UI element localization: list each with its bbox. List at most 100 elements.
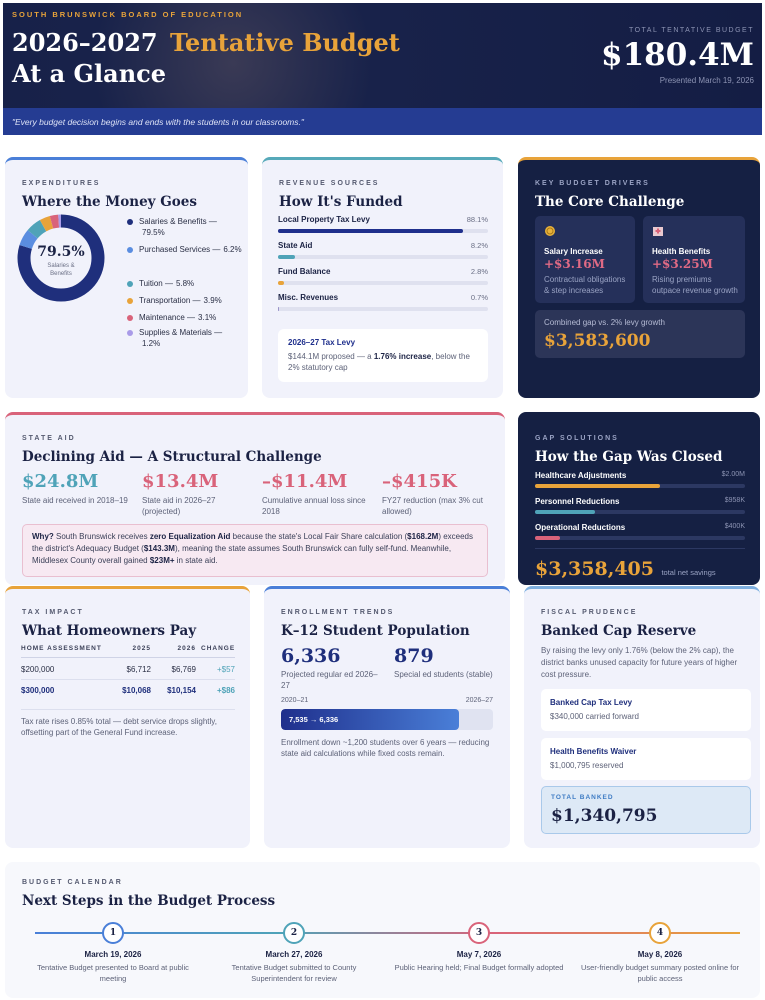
total-banked-label: TOTAL BANKED [551, 794, 614, 801]
enrollment-track: 7,535 → 6,336 [281, 709, 493, 730]
legend-dot [127, 330, 133, 336]
fiscal-card: FISCAL PRUDENCE Banked Cap Reserve By ra… [524, 586, 760, 848]
state-aid-card: STATE AID Declining Aid — A Structural C… [5, 412, 505, 585]
step-text: User-friendly budget summary posted onli… [581, 963, 739, 983]
reserve-note: $1,000,795 reserved [550, 761, 624, 770]
eyebrow: KEY BUDGET DRIVERS [535, 180, 650, 187]
org-name: SOUTH BRUNSWICK BOARD OF EDUCATION [12, 10, 244, 19]
stat-label: Projected regular ed 2026–27 [281, 670, 378, 690]
aid-note-text: Why? South Brunswick receives zero Equal… [32, 531, 482, 567]
gap-label: Combined gap vs. 2% levy growth [544, 318, 665, 327]
reserve-item: Banked Cap Tax Levy $340,000 carried for… [541, 689, 751, 731]
timeline-line [35, 932, 740, 934]
bar-track [278, 281, 488, 285]
reserve-item: Health Benefits Waiver $1,000,795 reserv… [541, 738, 751, 780]
legend-item: Transportation —3.9% [127, 295, 242, 306]
revenue-value: 2.8% [470, 267, 488, 276]
eyebrow: GAP SOLUTIONS [535, 435, 619, 442]
text-run: $144.1M proposed — a [288, 352, 374, 361]
table-cell: $10,154 [167, 686, 196, 695]
stat-label: Cumulative annual loss since 2018 [262, 496, 366, 516]
calendar-card: BUDGET CALENDAR Next Steps in the Budget… [5, 862, 760, 998]
step-circle: 1 [102, 922, 124, 944]
row-rule [21, 679, 235, 680]
text-run: $23M+ [149, 556, 175, 565]
column-header: CHANGE [201, 645, 236, 652]
step-date: May 8, 2026 [637, 950, 683, 959]
donut-chart [17, 214, 105, 302]
eyebrow: EXPENDITURES [22, 180, 101, 187]
legend-item: Maintenance —3.1% [127, 312, 242, 323]
table-cell: $200,000 [21, 665, 55, 674]
eyebrow: BUDGET CALENDAR [22, 879, 123, 886]
expenditures-card: EXPENDITURES Where the Money Goes 79.5% … [5, 157, 248, 398]
text-run: 1.76% increase [373, 352, 432, 361]
fiscal-intro: By raising the levy only 1.76% (below th… [541, 646, 738, 679]
solution-value: $2.00M [721, 471, 745, 478]
title-years: 2026–2027 [12, 28, 158, 57]
total-label: TOTAL TENTATIVE BUDGET [628, 27, 754, 34]
stat-value: –$11.4M [262, 471, 348, 492]
enrollment-note: Enrollment down ~1,200 students over 6 y… [281, 738, 490, 758]
revenue-card: REVENUE SOURCES How It's Funded Local Pr… [262, 157, 503, 398]
gap-box: Combined gap vs. 2% levy growth $3,583,6… [535, 310, 745, 358]
revenue-value: 8.2% [470, 241, 488, 250]
legend-value: 6.2% [223, 245, 242, 254]
gap-value: $3,583,600 [544, 331, 651, 351]
solution-name: Healthcare Adjustments [535, 471, 627, 480]
legend-dot [127, 281, 133, 287]
revenue-name: Fund Balance [278, 267, 331, 276]
stat-label: State aid in 2026–27 (projected) [142, 496, 216, 516]
step-date: March 19, 2026 [84, 950, 142, 959]
legend-dot [127, 247, 133, 253]
table-cell: $6,769 [171, 665, 196, 674]
step-text: Public Hearing held; Final Budget formal… [394, 963, 564, 972]
legend-name: Supplies & Materials — [139, 328, 223, 337]
text-run: because the state's Local Fair Share cal… [230, 532, 408, 541]
gap-total-value: $3,358,405 [535, 558, 654, 580]
legend-item: Tuition —5.8% [127, 278, 242, 289]
solution-name: Personnel Reductions [535, 497, 620, 506]
bar-track [278, 307, 488, 311]
card-title: K–12 Student Population [281, 623, 470, 639]
enrollment-bar: 7,535 → 6,336 [281, 709, 460, 730]
gap-total: $3,358,405 total net savings [535, 558, 716, 580]
solution-value: $400K [724, 523, 745, 530]
title-line2: At a Glance [12, 59, 167, 88]
reserve-title: Banked Cap Tax Levy [550, 698, 633, 707]
levy-box: 2026–27 Tax Levy $144.1M proposed — a 1.… [278, 329, 488, 382]
header-rule [21, 657, 235, 658]
quote: "Every budget decision begins and ends w… [12, 117, 304, 127]
header: SOUTH BRUNSWICK BOARD OF EDUCATION 2026–… [3, 3, 762, 108]
driver-note: Contractual obligations & step increases [544, 275, 626, 295]
card-title: Where the Money Goes [22, 194, 197, 210]
driver-card: Salary Increase +$3.16M Contractual obli… [535, 216, 635, 303]
column-header: 2026 [177, 645, 196, 652]
text-run: ) exceeds the district's Adequacy Budget… [32, 532, 473, 553]
gap-total-label: total net savings [661, 568, 716, 577]
stat-value: –$415K [382, 471, 457, 492]
table-cell: +$57 [216, 665, 235, 674]
hospital-icon [653, 227, 663, 236]
legend-dot [127, 315, 133, 321]
legend-value: 79.5% [142, 228, 165, 237]
solution-name: Operational Reductions [535, 523, 626, 532]
solution-value: $958K [724, 497, 745, 504]
legend-item: Purchased Services —6.2% [127, 244, 242, 255]
legend-value: 1.2% [142, 339, 161, 348]
donut-center-label: Salaries & Benefits [47, 263, 75, 277]
step-circle: 4 [649, 922, 671, 944]
revenue-value: 88.1% [466, 215, 488, 224]
quote-bar: "Every budget decision begins and ends w… [3, 108, 762, 135]
text-run: in state aid. [174, 556, 218, 565]
eyebrow: TAX IMPACT [22, 609, 84, 616]
total-value: $180.4M [601, 37, 754, 73]
card-title: What Homeowners Pay [22, 623, 197, 639]
step-date: March 27, 2026 [265, 950, 323, 959]
legend-name: Maintenance — [139, 313, 196, 322]
legend-dot [127, 298, 133, 304]
table-cell: +$86 [216, 686, 235, 695]
driver-title: Health Benefits [652, 247, 711, 256]
eyebrow: FISCAL PRUDENCE [541, 609, 638, 616]
total-banked-value: $1,340,795 [551, 806, 658, 826]
